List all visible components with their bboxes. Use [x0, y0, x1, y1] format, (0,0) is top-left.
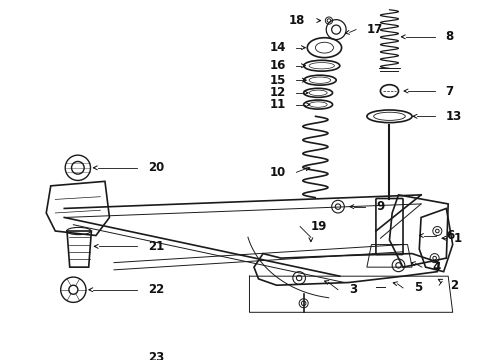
Text: 15: 15 — [269, 74, 285, 87]
Text: 7: 7 — [445, 85, 453, 98]
Text: 3: 3 — [348, 283, 356, 296]
Text: 20: 20 — [148, 161, 164, 174]
Text: 23: 23 — [148, 351, 164, 360]
Text: 21: 21 — [148, 240, 164, 253]
Text: 2: 2 — [449, 279, 457, 292]
Text: 16: 16 — [269, 59, 285, 72]
Text: 10: 10 — [269, 166, 285, 179]
Text: 22: 22 — [148, 283, 164, 296]
Text: 14: 14 — [269, 41, 285, 54]
Text: 12: 12 — [269, 86, 285, 99]
Text: 1: 1 — [453, 232, 461, 245]
Text: 13: 13 — [445, 110, 461, 123]
Text: 18: 18 — [288, 14, 305, 27]
Text: 9: 9 — [375, 200, 384, 213]
Text: 11: 11 — [269, 98, 285, 111]
Text: 17: 17 — [366, 23, 383, 36]
Text: 6: 6 — [446, 229, 454, 242]
Text: 4: 4 — [432, 261, 440, 274]
Text: 8: 8 — [445, 30, 453, 43]
Text: 19: 19 — [310, 220, 326, 233]
Text: 5: 5 — [413, 282, 421, 294]
